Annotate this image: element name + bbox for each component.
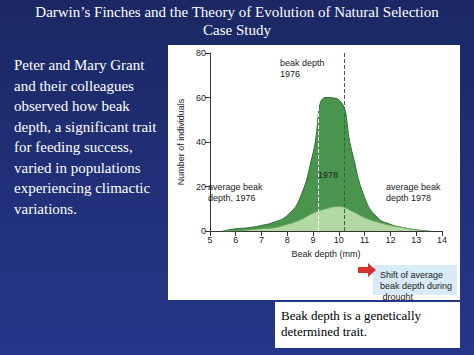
svg-text:80: 80 xyxy=(196,48,206,58)
html-text:Case Study: Case Study xyxy=(203,22,271,38)
svg-text:20: 20 xyxy=(196,182,206,192)
svg-text:depth, 1976: depth, 1976 xyxy=(208,193,256,203)
svg-text:beak depth: beak depth xyxy=(280,58,327,68)
html-text:Darwin’s Finches and the Theor: Darwin’s Finches and the Theory of Evolu… xyxy=(35,4,439,20)
svg-text:beak depth during: beak depth during xyxy=(380,281,452,291)
svg-text:1978: 1978 xyxy=(318,170,338,180)
svg-text:average beak: average beak xyxy=(386,182,443,192)
svg-text:5: 5 xyxy=(207,235,212,245)
svg-text:8: 8 xyxy=(285,235,290,245)
svg-text:13: 13 xyxy=(411,235,421,245)
svg-text:0: 0 xyxy=(201,226,206,236)
svg-text:11: 11 xyxy=(360,235,369,245)
html-text:Peter and Mary Grant and their: Peter and Mary Grant and their colleague… xyxy=(14,57,157,217)
svg-text:60: 60 xyxy=(196,93,206,103)
svg-text:6: 6 xyxy=(233,235,238,245)
svg-text:40: 40 xyxy=(196,137,206,147)
svg-text:depth 1978: depth 1978 xyxy=(386,193,431,203)
svg-text:7: 7 xyxy=(259,235,264,245)
html-text:Beak depth is a genetically de: Beak depth is a genetically determined t… xyxy=(281,308,422,339)
svg-text:Number of individuals: Number of individuals xyxy=(176,98,186,185)
svg-text:average beak: average beak xyxy=(208,182,265,192)
svg-text:drought: drought xyxy=(380,292,414,301)
svg-text:10: 10 xyxy=(334,235,344,245)
svg-text:9: 9 xyxy=(311,235,316,245)
svg-text:Shift of average: Shift of average xyxy=(380,270,446,280)
svg-text:14: 14 xyxy=(437,235,447,245)
svg-text:Beak depth (mm): Beak depth (mm) xyxy=(291,249,360,259)
svg-text:1976: 1976 xyxy=(280,69,300,79)
svg-text:12: 12 xyxy=(385,235,395,245)
